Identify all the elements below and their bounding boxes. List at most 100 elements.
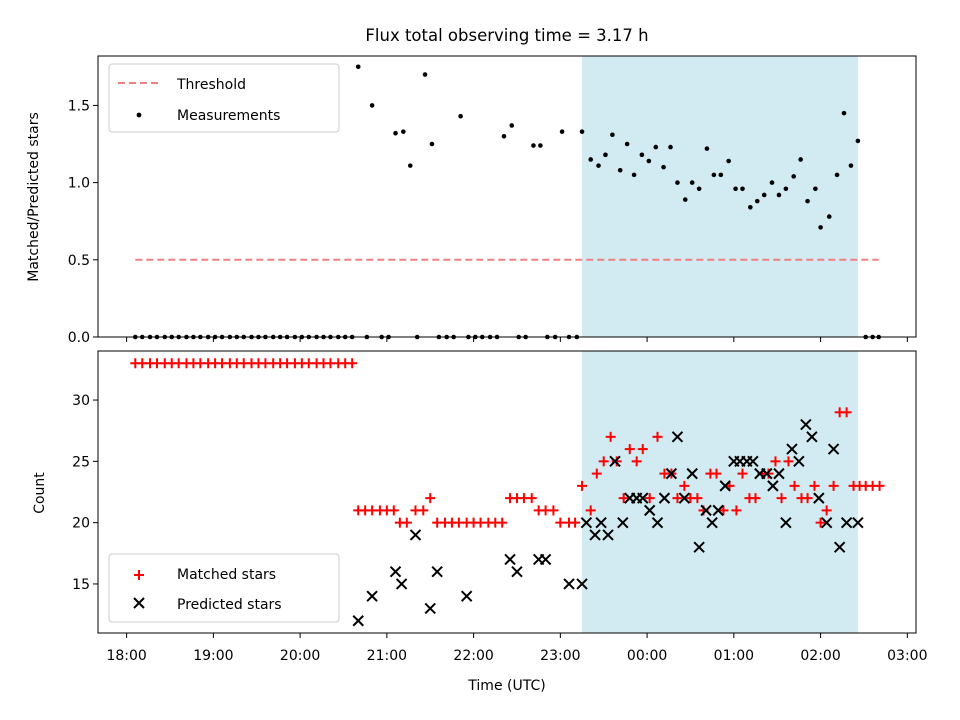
time-x-tick-label: 00:00 — [627, 648, 667, 664]
predicted-star-marker — [806, 431, 818, 443]
matched-star-marker — [679, 480, 690, 491]
measurement-point — [501, 133, 507, 139]
measurement-point — [748, 205, 753, 210]
matched-star-marker — [570, 517, 581, 528]
matched-star-marker — [737, 468, 748, 479]
matched-star-marker — [611, 456, 622, 467]
measurement-point — [813, 186, 818, 192]
predicted-marker-b — [833, 541, 846, 553]
time-x-tick-label: 23:00 — [540, 648, 580, 664]
measurement-point — [653, 144, 659, 150]
matched-star-marker — [418, 505, 429, 516]
measurement-point — [769, 180, 775, 185]
count-axes-frame — [97, 350, 917, 634]
measurement-point — [407, 163, 413, 168]
predicted-marker-b — [504, 553, 516, 566]
predicted-marker-b — [539, 553, 552, 566]
predicted-star-marker — [366, 590, 378, 602]
time-x-tick-label: 18:00 — [106, 648, 146, 664]
predicted-star-marker — [700, 504, 712, 517]
ratio-axes-frame — [97, 55, 917, 338]
matched-star-marker — [731, 505, 742, 516]
measurement-point — [355, 64, 361, 70]
predicted-marker-b — [786, 443, 798, 455]
predicted-marker-b — [806, 431, 818, 443]
predicted-star-marker — [827, 443, 840, 455]
predicted-marker-b — [773, 467, 785, 480]
predicted-marker-b — [761, 467, 773, 480]
matched-star-marker — [548, 505, 559, 516]
matched-star-marker — [809, 480, 820, 491]
measurement-point — [754, 198, 760, 204]
legend-measurement-swatch — [136, 112, 142, 118]
predicted-marker-b — [686, 467, 698, 480]
predicted-star-marker — [643, 504, 656, 517]
predicted-star-marker — [617, 516, 629, 529]
predicted-star-marker — [395, 578, 408, 590]
predicted-star-marker — [563, 578, 575, 590]
measurement-point — [429, 141, 435, 147]
measurement-point — [639, 152, 645, 158]
legend-matched-swatch — [134, 570, 144, 580]
predicted-star-marker — [773, 467, 785, 480]
matched-star-marker — [874, 480, 885, 491]
predicted-star-marker — [389, 565, 402, 578]
time-x-tick-label: 02:00 — [800, 648, 840, 664]
predicted-star-marker — [658, 492, 671, 504]
predicted-star-marker — [671, 431, 684, 443]
measurement-point — [818, 225, 823, 230]
matched-star-marker — [618, 493, 629, 504]
matched-star-marker — [497, 517, 508, 528]
predicted-marker-b — [602, 529, 614, 541]
matched-star-marker — [425, 493, 436, 504]
predicted-star-marker — [595, 516, 607, 529]
measurement-point — [509, 123, 515, 128]
measurement-point — [603, 152, 608, 158]
measurement-point — [661, 164, 666, 170]
predicted-star-marker — [352, 615, 364, 627]
count-y-tick-label: 15 — [72, 577, 90, 593]
predicted-marker-b — [747, 455, 759, 468]
predicted-marker-b — [658, 492, 671, 504]
predicted-star-marker — [431, 565, 443, 578]
predicted-marker-b — [352, 615, 364, 627]
ratio-legend-box — [108, 63, 340, 133]
predicted-star-marker — [820, 516, 833, 529]
predicted-star-marker — [589, 529, 601, 541]
predicted-marker-b — [643, 504, 656, 517]
matched-star-marker — [763, 468, 774, 479]
measurement-point — [783, 186, 789, 192]
count-y-tick-label: 25 — [72, 454, 90, 470]
matched-star-marker — [401, 517, 412, 528]
predicted-star-marker — [706, 516, 718, 529]
measurement-point — [776, 192, 782, 198]
predicted-star-marker — [852, 516, 864, 529]
predicted-star-marker — [686, 467, 698, 480]
count-legend: Matched stars Predicted stars — [108, 553, 340, 623]
matched-star-marker — [347, 358, 358, 369]
time-x-tick-label: 20:00 — [280, 648, 320, 664]
measurement-point — [711, 172, 717, 178]
measurement-point — [668, 144, 673, 150]
matched-star-marker — [692, 493, 703, 504]
observing-window-shade — [582, 56, 858, 337]
observing-window-shade-bottom — [582, 351, 858, 633]
predicted-marker-b — [424, 602, 436, 615]
predicted-star-marker — [460, 590, 473, 602]
predicted-marker-b — [767, 480, 779, 492]
matched-star-marker — [388, 505, 399, 516]
predicted-star-marker — [840, 516, 853, 529]
predicted-marker-b — [671, 431, 684, 443]
measurement-point — [369, 103, 375, 108]
matched-star-marker — [591, 468, 602, 479]
predicted-star-marker — [767, 480, 779, 492]
measurement-point — [798, 157, 803, 162]
predicted-marker-b — [589, 529, 601, 541]
matched-star-marker — [644, 493, 655, 504]
predicted-marker-b — [852, 516, 864, 529]
ratio-x-ticks — [126, 337, 908, 342]
predicted-star-marker — [511, 565, 523, 578]
predicted-marker-b — [580, 516, 593, 529]
predicted-marker-b — [511, 565, 523, 578]
ratio-y-tick-label: 1.5 — [68, 98, 90, 114]
